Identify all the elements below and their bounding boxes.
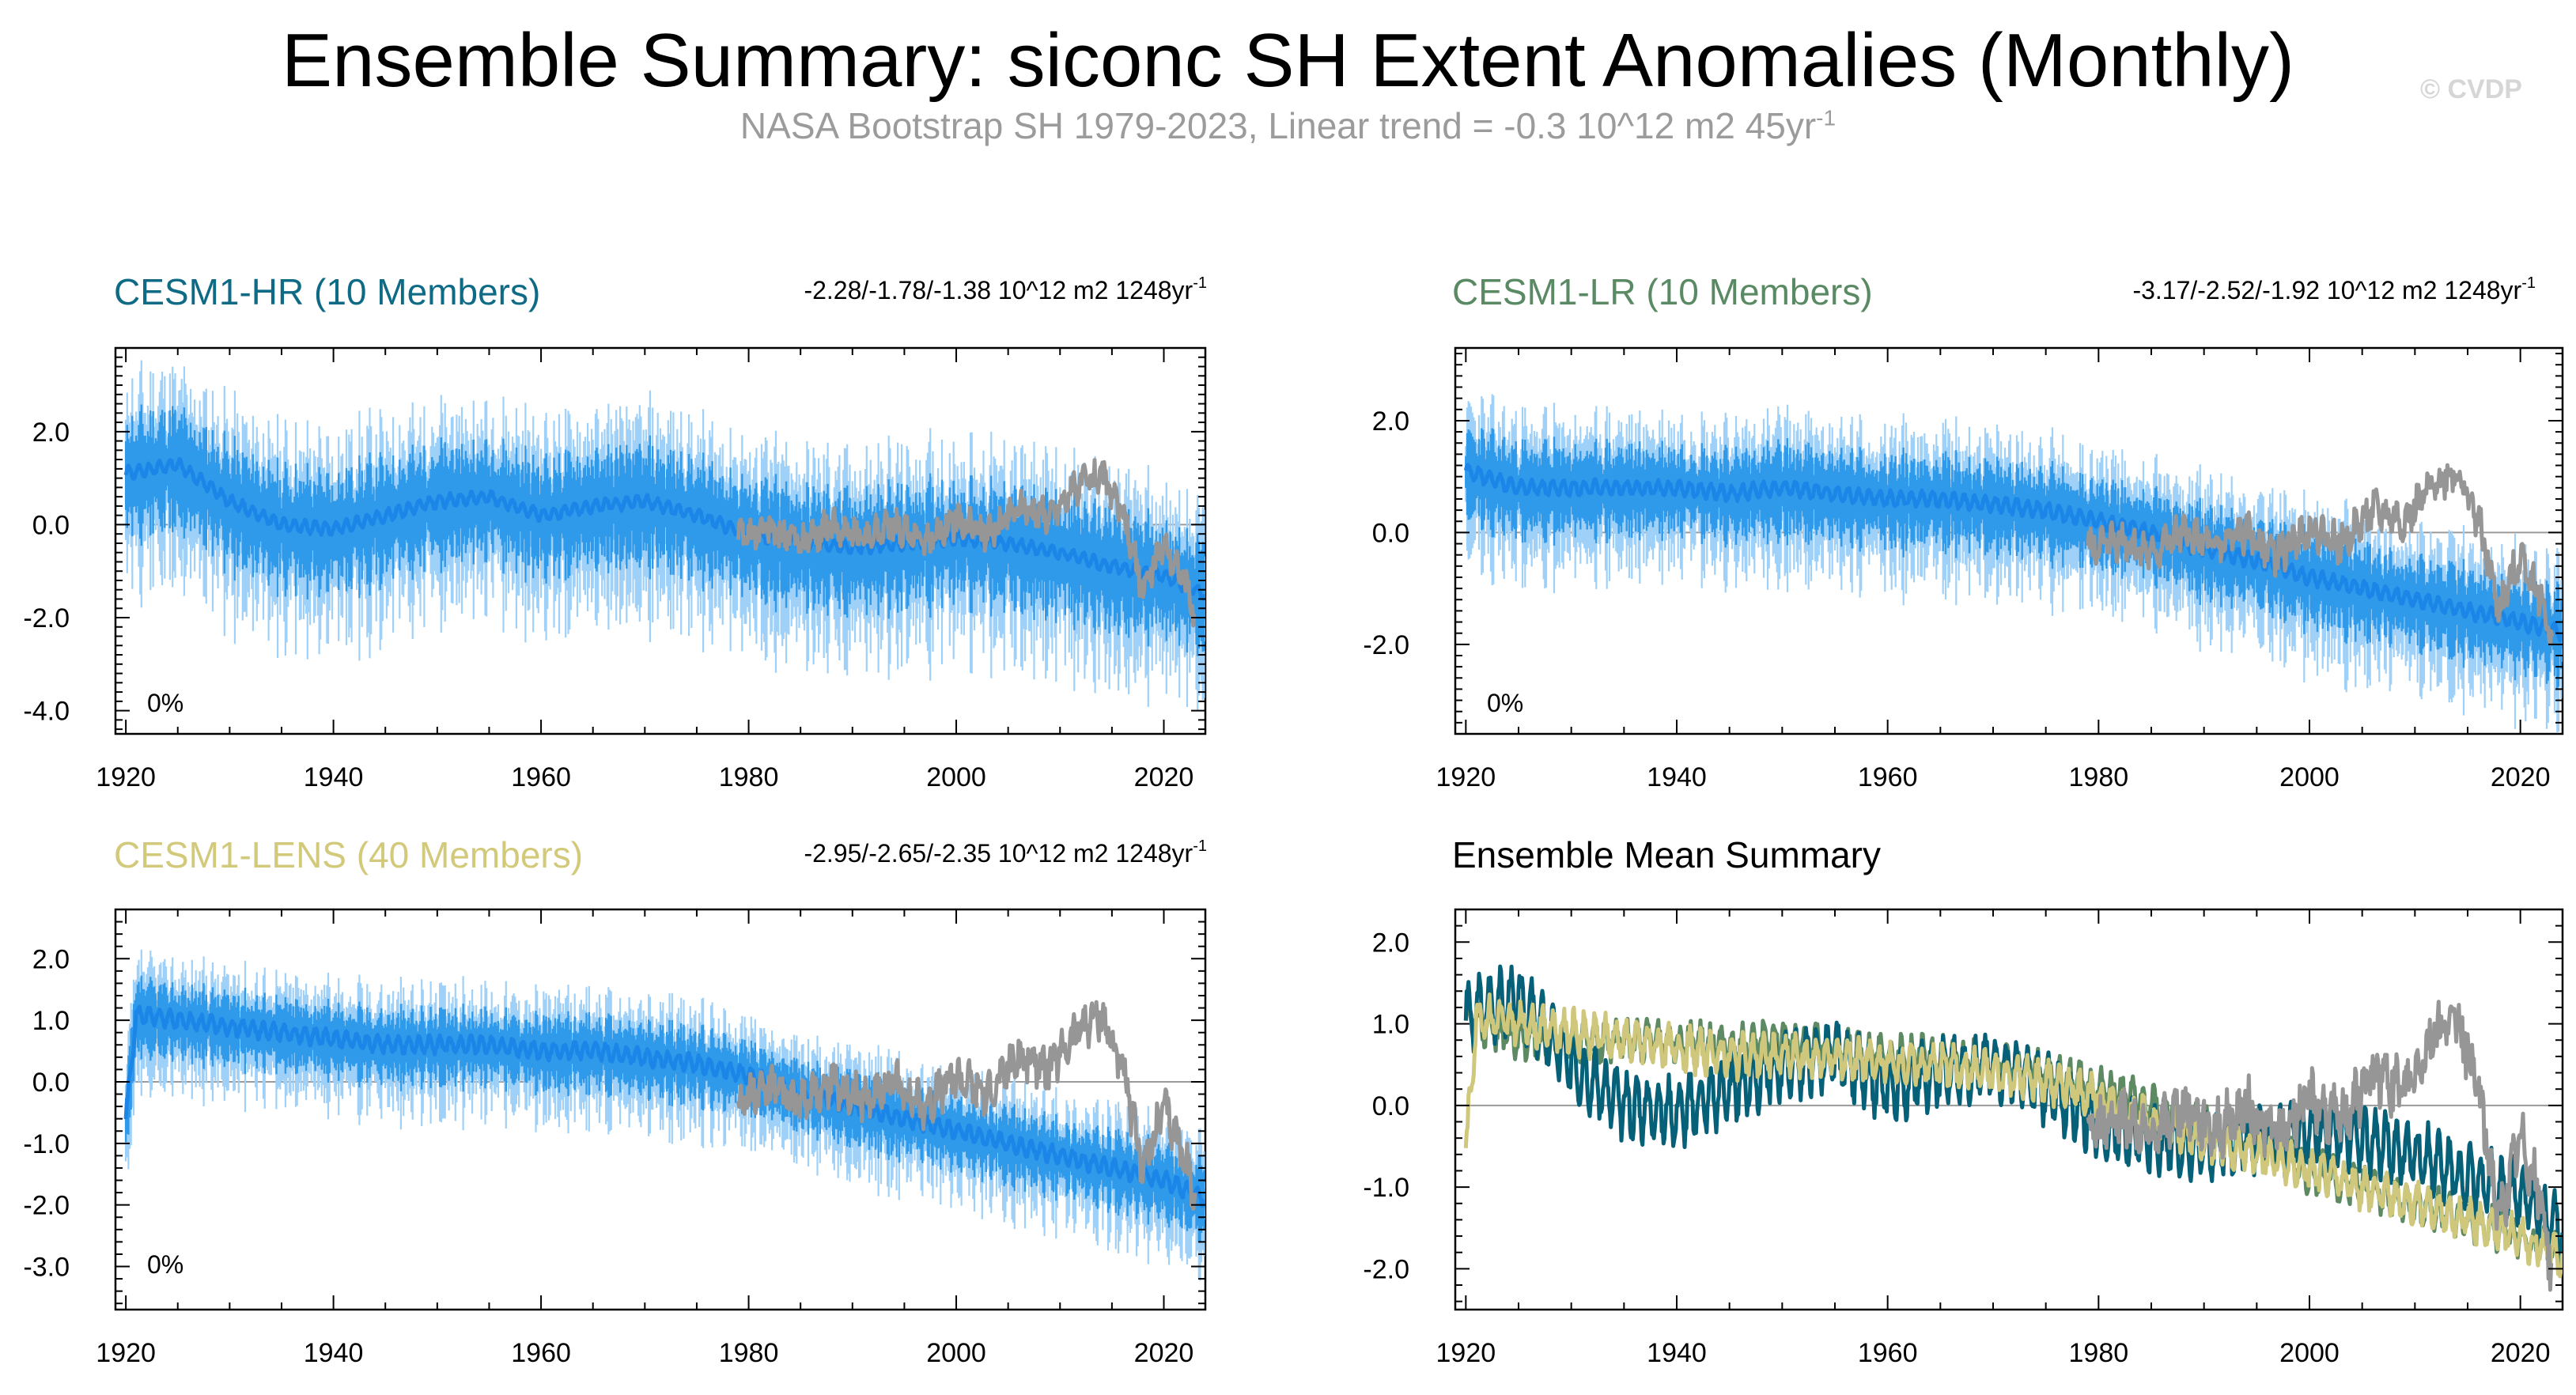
panel-title: CESM1-HR (10 Members) — [114, 271, 540, 312]
y-tick-label: 2.0 — [32, 944, 70, 974]
y-axis: 2.0 0.0 -2.0 -4.0 — [23, 356, 1205, 731]
panel-title: Ensemble Mean Summary — [1452, 834, 1881, 875]
x-tick-label: 2000 — [926, 762, 986, 792]
page-title: Ensemble Summary: siconc SH Extent Anoma… — [282, 18, 2294, 103]
series-observations — [2086, 1000, 2554, 1292]
x-tick-label: 1980 — [2069, 1338, 2129, 1368]
page-subtitle: NASA Bootstrap SH 1979-2023, Linear tren… — [0, 104, 2576, 147]
chart-panel-cesm1-lens: CESM1-LENS (40 Members) -2.95/-2.65/-2.35… — [23, 834, 1207, 1368]
x-tick-label: 2020 — [1134, 1338, 1194, 1368]
y-tick-label: -2.0 — [23, 603, 70, 633]
x-tick-label: 2020 — [2491, 1338, 2551, 1368]
series-observations — [736, 1000, 1197, 1212]
x-axis: 1920 1940 1960 1980 2000 2020 — [96, 348, 1193, 792]
y-tick-label: -2.0 — [1363, 1254, 1409, 1284]
series-observations — [2086, 463, 2555, 646]
panel-trend-superscript: -1 — [1193, 837, 1207, 855]
x-axis: 1920 1940 1960 1980 2000 2020 — [96, 909, 1193, 1368]
panel-title: CESM1-LENS (40 Members) — [114, 834, 583, 875]
series-observations — [736, 458, 1197, 628]
x-tick-label: 1920 — [1436, 762, 1496, 792]
x-tick-label: 2020 — [1134, 762, 1194, 792]
x-tick-label: 2000 — [926, 1338, 986, 1368]
plot-frame — [1454, 346, 2564, 735]
panel-trend-label: -3.17/-2.52/-1.92 10^12 m2 1248yr-1 — [2132, 274, 2536, 304]
y-tick-label: -4.0 — [23, 697, 70, 727]
panel-trend-superscript: -1 — [2521, 274, 2536, 292]
y-tick-label: -1.0 — [23, 1129, 70, 1159]
x-tick-label: 1980 — [719, 762, 779, 792]
y-tick-label: 2.0 — [1372, 928, 1409, 958]
x-tick-label: 1960 — [511, 1338, 571, 1368]
y-tick-label: -2.0 — [23, 1191, 70, 1221]
ensemble-light-band — [1465, 394, 2563, 732]
y-tick-label: 0.0 — [1372, 1091, 1409, 1121]
x-tick-label: 1940 — [304, 1338, 364, 1368]
y-axis: 2.0 1.0 0.0 -1.0 -2.0 -3.0 — [23, 921, 1205, 1305]
series-cesm1-lens-mean — [1463, 992, 2563, 1279]
x-tick-label: 1960 — [1858, 1338, 1918, 1368]
series-ensemble-mean — [1463, 463, 2563, 643]
y-tick-label: 2.0 — [32, 418, 70, 448]
y-tick-label: 0.0 — [32, 1068, 70, 1098]
y-axis: 2.0 1.0 0.0 -1.0 -2.0 — [1363, 909, 2563, 1302]
chart-panel-cesm1-lr: CESM1-LR (10 Members) -3.17/-2.52/-1.92 1… — [1363, 271, 2564, 792]
y-tick-label: 0.0 — [1372, 518, 1409, 548]
copyright-label: © CVDP — [2420, 74, 2522, 104]
x-tick-label: 1960 — [1858, 762, 1918, 792]
y-tick-label: 0.0 — [32, 510, 70, 540]
panel-trend-label: -2.28/-1.78/-1.38 10^12 m2 1248yr-1 — [804, 274, 1207, 304]
panel-trend-superscript: -1 — [1193, 274, 1207, 292]
x-tick-label: 2000 — [2279, 1338, 2340, 1368]
y-tick-label: 1.0 — [1372, 1010, 1409, 1040]
series-ensemble-mean — [123, 456, 1205, 601]
series-ensemble-mean — [123, 1004, 1205, 1208]
chart-panel-cesm1-hr: CESM1-HR (10 Members) -2.28/-1.78/-1.38 1… — [23, 271, 1207, 792]
x-tick-label: 1920 — [1436, 1338, 1496, 1368]
plot-frame — [114, 346, 1207, 735]
x-tick-label: 1980 — [719, 1338, 779, 1368]
x-axis: 1920 1940 1960 1980 2000 2020 — [1436, 348, 2551, 792]
percent-label: 0% — [147, 1250, 183, 1279]
ensemble-range-light — [125, 949, 1205, 1281]
x-tick-label: 1920 — [96, 1338, 156, 1368]
subtitle-superscript: -1 — [1816, 105, 1836, 130]
chart-panel-ensemble-mean-summary: Ensemble Mean Summary 1920 1940 1960 1980 200… — [1363, 834, 2564, 1368]
panel-title: CESM1-LR (10 Members) — [1452, 271, 1873, 312]
x-tick-label: 1940 — [304, 762, 364, 792]
y-tick-label: 2.0 — [1372, 406, 1409, 437]
x-axis: 1920 1940 1960 1980 2000 2020 — [1436, 909, 2551, 1368]
x-tick-label: 2000 — [2279, 762, 2340, 792]
y-tick-label: 1.0 — [32, 1006, 70, 1036]
y-tick-label: -3.0 — [23, 1253, 70, 1283]
x-tick-label: 1920 — [96, 762, 156, 792]
plot-frame — [1454, 908, 2564, 1311]
percent-label: 0% — [147, 689, 183, 717]
percent-label: 0% — [1487, 689, 1523, 717]
ensemble-range-light — [1465, 394, 2563, 732]
x-tick-label: 2020 — [2491, 762, 2551, 792]
y-tick-label: -1.0 — [1363, 1173, 1409, 1203]
x-tick-label: 1940 — [1647, 762, 1707, 792]
plot-frame — [114, 908, 1207, 1311]
x-tick-label: 1980 — [2069, 762, 2129, 792]
panel-trend-label: -2.95/-2.65/-2.35 10^12 m2 1248yr-1 — [804, 837, 1207, 868]
y-axis: 2.0 0.0 -2.0 — [1363, 353, 2563, 735]
x-tick-label: 1960 — [511, 762, 571, 792]
subtitle-text: NASA Bootstrap SH 1979-2023, Linear tren… — [740, 105, 1817, 146]
y-tick-label: -2.0 — [1363, 630, 1409, 660]
ensemble-light-band — [125, 949, 1205, 1281]
x-tick-label: 1940 — [1647, 1338, 1707, 1368]
